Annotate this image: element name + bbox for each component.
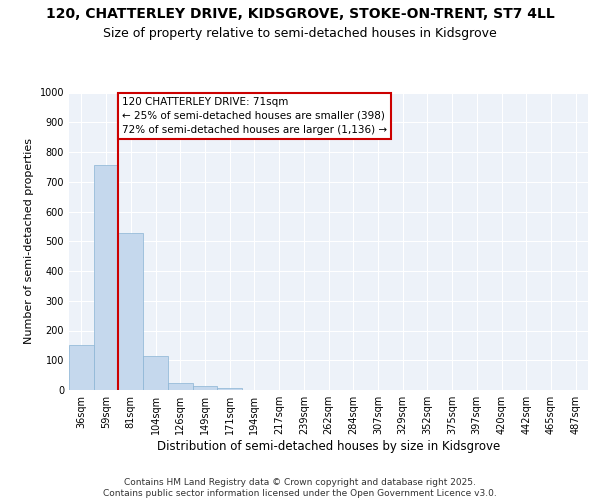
Text: Contains HM Land Registry data © Crown copyright and database right 2025.
Contai: Contains HM Land Registry data © Crown c… — [103, 478, 497, 498]
Text: 120 CHATTERLEY DRIVE: 71sqm
← 25% of semi-detached houses are smaller (398)
72% : 120 CHATTERLEY DRIVE: 71sqm ← 25% of sem… — [122, 97, 387, 135]
Bar — [193, 386, 217, 390]
X-axis label: Distribution of semi-detached houses by size in Kidsgrove: Distribution of semi-detached houses by … — [157, 440, 500, 453]
Bar — [94, 166, 118, 390]
Text: 120, CHATTERLEY DRIVE, KIDSGROVE, STOKE-ON-TRENT, ST7 4LL: 120, CHATTERLEY DRIVE, KIDSGROVE, STOKE-… — [46, 8, 554, 22]
Y-axis label: Number of semi-detached properties: Number of semi-detached properties — [24, 138, 34, 344]
Bar — [69, 345, 94, 390]
Text: Size of property relative to semi-detached houses in Kidsgrove: Size of property relative to semi-detach… — [103, 28, 497, 40]
Bar — [143, 356, 168, 390]
Bar — [217, 388, 242, 390]
Bar — [168, 382, 193, 390]
Bar — [118, 233, 143, 390]
